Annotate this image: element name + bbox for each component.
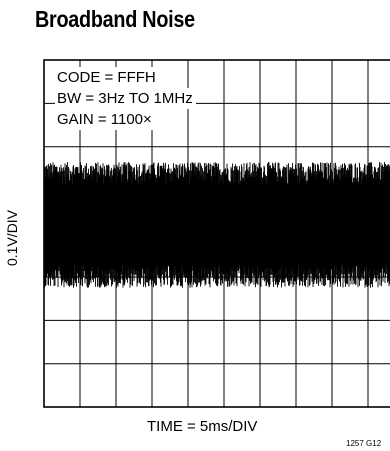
figure-id: 1257 G12: [346, 439, 382, 448]
annotation-bandwidth: BW = 3Hz TO 1MHz: [55, 88, 196, 109]
annotation-code: CODE = FFFH: [55, 67, 159, 88]
noise-band: [43, 162, 390, 288]
y-axis-label: 0.1V/DIV: [4, 209, 20, 266]
chart-title: Broadband Noise: [35, 6, 195, 32]
noise-trace: [43, 162, 390, 288]
x-axis-label: TIME = 5ms/DIV: [147, 418, 258, 435]
annotation-gain: GAIN = 1100×: [55, 109, 155, 130]
